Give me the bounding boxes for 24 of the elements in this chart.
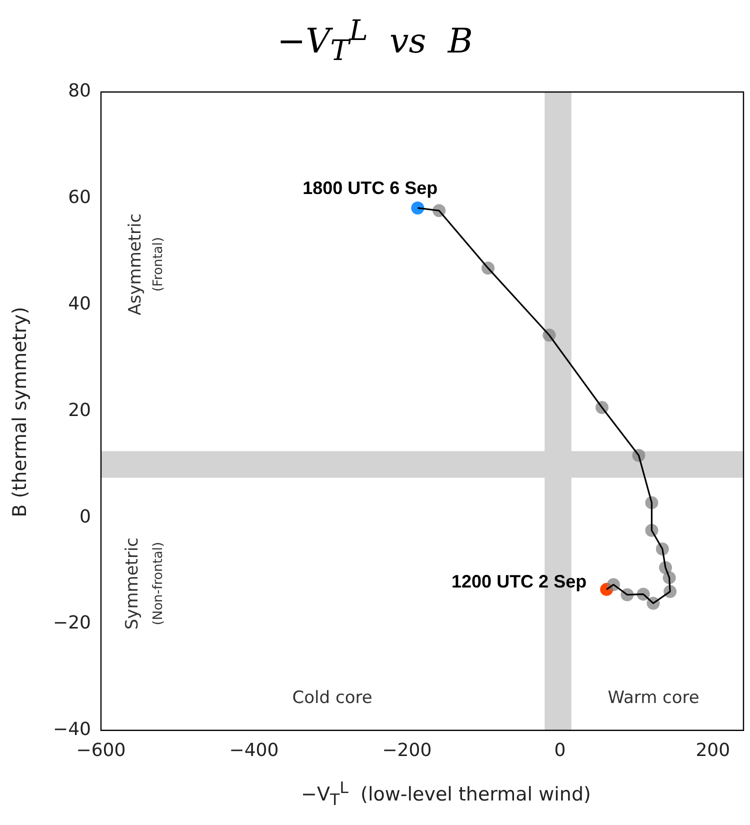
y-tick-label: 60 (68, 187, 91, 208)
annotation: Symmetric (122, 537, 143, 630)
y-tick-label: 20 (68, 400, 91, 421)
annotation: Asymmetric (126, 213, 146, 316)
x-tick-label: 200 (696, 740, 730, 761)
y-tick-label: 40 (68, 293, 91, 314)
x-axis-title: −V$_{T}$$^{L}$ (low-level thermal wind) (300, 778, 592, 810)
annotation: Warm core (608, 688, 700, 708)
annotation: 1200 UTC 2 Sep (452, 571, 587, 592)
x-tick-label: −600 (76, 740, 126, 761)
x-tick-label: −400 (229, 740, 279, 761)
annotation: Cold core (292, 688, 372, 708)
chart-title: −V$_{T}$$^{L}$ vs B (276, 14, 474, 68)
annotation: (Frontal) (151, 237, 166, 292)
y-tick-label: 80 (68, 80, 91, 102)
annotation: 1800 UTC 6 Sep (302, 178, 438, 198)
point (411, 201, 424, 214)
x-tick-label: 0 (554, 740, 566, 761)
y-tick-label: −40 (52, 719, 91, 740)
y-tick-label: 0 (80, 506, 91, 528)
y-tick-label: −20 (52, 612, 91, 634)
annotation: (Non-frontal) (151, 542, 166, 626)
y-axis-title: B (thermal symmetry) (9, 306, 31, 518)
x-tick-label: −200 (382, 740, 432, 761)
